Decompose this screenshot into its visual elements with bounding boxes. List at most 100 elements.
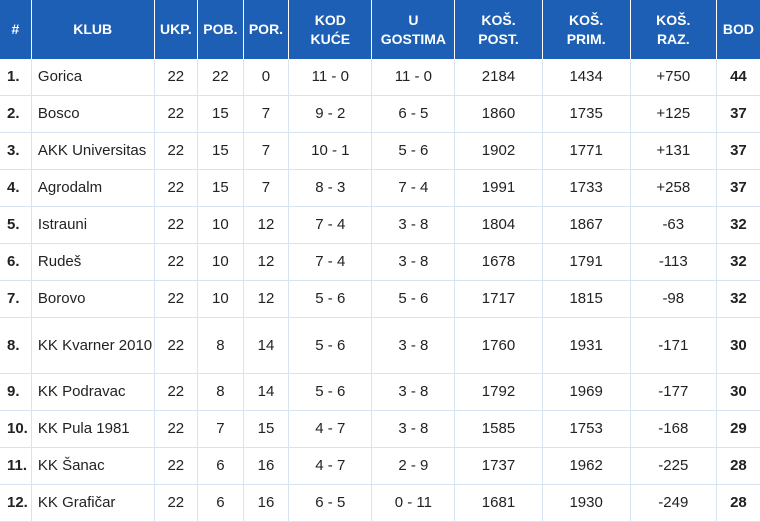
cell-losses: 12 — [243, 280, 290, 318]
cell-played: 22 — [154, 280, 199, 318]
cell-scored: 1902 — [454, 132, 543, 170]
column-header-diff[interactable]: KOŠ. RAZ. — [630, 0, 717, 59]
cell-played: 22 — [154, 410, 199, 448]
cell-away: 5 - 6 — [371, 280, 456, 318]
cell-scored: 1585 — [454, 410, 543, 448]
column-header-club[interactable]: KLUB — [31, 0, 155, 59]
cell-rank: 12. — [0, 484, 32, 522]
column-header-line1: # — [11, 21, 20, 37]
cell-diff: +258 — [630, 169, 717, 207]
cell-scored: 1717 — [454, 280, 543, 318]
cell-played: 22 — [154, 243, 199, 281]
column-header-line2: GOSTIMA — [380, 30, 447, 47]
column-header-away[interactable]: U GOSTIMA — [371, 0, 456, 59]
cell-scored: 1760 — [454, 317, 543, 374]
cell-diff: -63 — [630, 206, 717, 244]
cell-club[interactable]: Gorica — [31, 59, 155, 96]
cell-losses: 7 — [243, 169, 290, 207]
column-header-line1: KLUB — [73, 21, 113, 37]
cell-club[interactable]: Agrodalm — [31, 169, 155, 207]
column-header-line2: PRIM. — [566, 30, 606, 47]
cell-home: 7 - 4 — [288, 206, 373, 244]
cell-scored: 1678 — [454, 243, 543, 281]
cell-club[interactable]: Bosco — [31, 95, 155, 133]
cell-diff: -98 — [630, 280, 717, 318]
column-header-points[interactable]: BOD — [716, 0, 760, 59]
column-header-losses[interactable]: POR. — [243, 0, 290, 59]
cell-wins: 6 — [197, 484, 244, 522]
cell-rank: 7. — [0, 280, 32, 318]
column-header-line1: KOŠ. — [656, 11, 691, 28]
cell-rank: 11. — [0, 447, 32, 485]
cell-diff: +131 — [630, 132, 717, 170]
cell-rank: 5. — [0, 206, 32, 244]
cell-diff: +125 — [630, 95, 717, 133]
cell-rank: 6. — [0, 243, 32, 281]
cell-wins: 7 — [197, 410, 244, 448]
cell-losses: 12 — [243, 243, 290, 281]
column-header-wins[interactable]: POB. — [197, 0, 244, 59]
cell-wins: 15 — [197, 95, 244, 133]
cell-losses: 7 — [243, 132, 290, 170]
column-header-scored[interactable]: KOŠ. POST. — [454, 0, 543, 59]
cell-losses: 16 — [243, 484, 290, 522]
cell-played: 22 — [154, 95, 199, 133]
column-header-line1: KOŠ. — [569, 11, 604, 28]
cell-rank: 1. — [0, 59, 32, 96]
column-header-conceded[interactable]: KOŠ. PRIM. — [542, 0, 631, 59]
column-header-rank[interactable]: # — [0, 0, 32, 59]
cell-played: 22 — [154, 206, 199, 244]
column-header-played[interactable]: UKP. — [154, 0, 199, 59]
cell-club[interactable]: Borovo — [31, 280, 155, 318]
cell-scored: 1860 — [454, 95, 543, 133]
cell-club[interactable]: KK Podravac — [31, 373, 155, 411]
cell-home: 5 - 6 — [288, 317, 373, 374]
cell-points: 32 — [716, 243, 760, 281]
cell-club[interactable]: KK Pula 1981 — [31, 410, 155, 448]
cell-club[interactable]: Istrauni — [31, 206, 155, 244]
table-row[interactable]: 1. Gorica 22 22 0 11 - 0 11 - 0 2184 1434 +750 44 — [0, 59, 760, 96]
cell-points: 37 — [716, 132, 760, 170]
cell-wins: 10 — [197, 243, 244, 281]
cell-scored: 1681 — [454, 484, 543, 522]
cell-points: 44 — [716, 59, 760, 96]
cell-rank: 10. — [0, 410, 32, 448]
column-header-line1: KOD — [314, 11, 346, 28]
cell-scored: 1804 — [454, 206, 543, 244]
cell-conceded: 1931 — [542, 317, 631, 374]
cell-away: 5 - 6 — [371, 132, 456, 170]
column-header-line1: UKP. — [159, 21, 192, 37]
cell-points: 30 — [716, 373, 760, 411]
cell-club[interactable]: KK Grafičar — [31, 484, 155, 522]
column-header-home[interactable]: KOD KUĆE — [288, 0, 373, 59]
cell-club[interactable]: KK Kvarner 2010 — [31, 317, 155, 374]
cell-conceded: 1771 — [542, 132, 631, 170]
cell-diff: -225 — [630, 447, 717, 485]
cell-conceded: 1791 — [542, 243, 631, 281]
cell-club[interactable]: AKK Universitas — [31, 132, 155, 170]
column-header-line1: POB. — [203, 21, 238, 37]
column-header-line1: BOD — [722, 21, 754, 37]
cell-home: 4 - 7 — [288, 447, 373, 485]
cell-away: 3 - 8 — [371, 206, 456, 244]
cell-club[interactable]: KK Šanac — [31, 447, 155, 485]
cell-home: 8 - 3 — [288, 169, 373, 207]
column-header-line1: KOŠ. — [481, 11, 516, 28]
cell-club[interactable]: Rudeš — [31, 243, 155, 281]
cell-rank: 2. — [0, 95, 32, 133]
cell-diff: -177 — [630, 373, 717, 411]
cell-away: 0 - 11 — [371, 484, 456, 522]
cell-losses: 14 — [243, 317, 290, 374]
